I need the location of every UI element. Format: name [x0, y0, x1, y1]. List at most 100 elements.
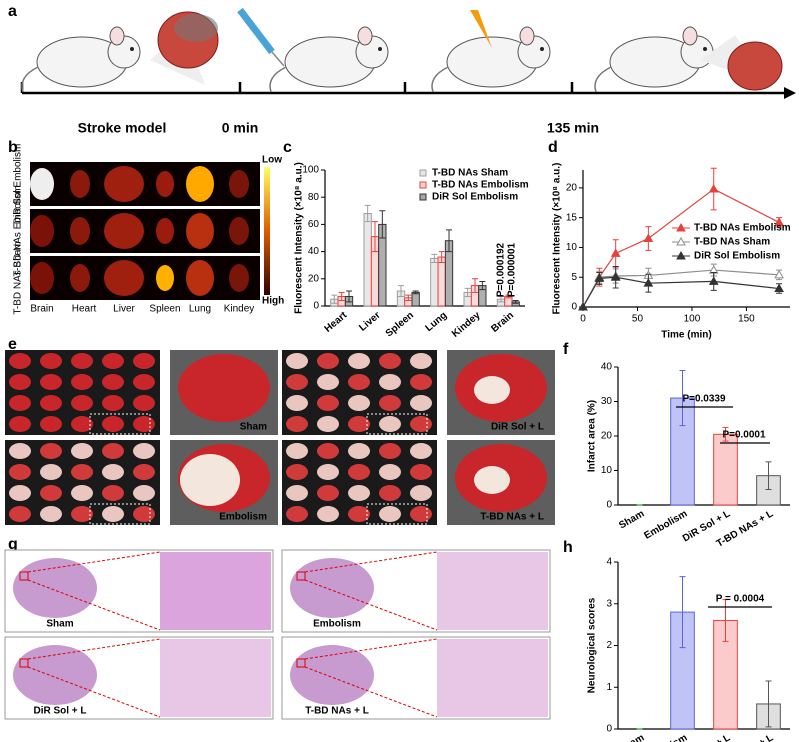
brain-shade	[174, 14, 218, 42]
error-bar	[364, 204, 371, 223]
ivis-image	[30, 256, 260, 300]
annotation: P=0.0001	[722, 430, 766, 441]
brain-slice	[379, 416, 401, 432]
brain-slice	[71, 464, 93, 480]
legend-label: T-BD NAs Sham	[432, 168, 508, 179]
brain-slice	[379, 464, 401, 480]
legend-swatch	[419, 193, 427, 201]
error-bar	[505, 294, 512, 299]
organ-signal	[229, 264, 249, 292]
brain-slice	[102, 416, 124, 432]
syringe	[237, 7, 275, 55]
point	[610, 248, 621, 257]
point	[774, 283, 784, 293]
zoom-box	[89, 503, 151, 525]
point	[610, 272, 621, 281]
x-tick-label: Sham	[617, 732, 646, 742]
legend-label: T-BD NAs Embolism	[432, 180, 529, 191]
he-section	[13, 645, 97, 705]
point	[578, 301, 588, 311]
ivis-image	[30, 209, 260, 253]
timeline-arrow	[784, 87, 796, 99]
he-section	[290, 558, 374, 618]
brain-slice	[40, 464, 62, 480]
brain-slice	[286, 374, 308, 390]
brain-slice	[40, 395, 62, 411]
panel-letter: g	[8, 536, 18, 553]
error-bar	[412, 290, 419, 295]
brain-slice	[71, 443, 93, 459]
ttc-label: Sham	[240, 422, 267, 433]
legend-label: DiR Sol Embolism	[432, 192, 518, 203]
error-bar	[446, 229, 452, 253]
brain-slice	[348, 374, 370, 390]
brain-slice	[286, 464, 308, 480]
point	[643, 278, 654, 287]
organ-label: Lung	[189, 304, 211, 315]
legend-label: T-BD NAs Sham	[694, 237, 770, 248]
zoom-slice	[178, 354, 270, 422]
he-zoom	[160, 639, 271, 717]
error-bar	[398, 285, 404, 297]
error-bar	[765, 680, 772, 728]
brain-slice	[348, 485, 370, 501]
error-bar	[479, 281, 486, 291]
organ-label: Liver	[113, 304, 135, 315]
point	[774, 269, 784, 279]
y-tick-label: 5	[571, 272, 577, 283]
annotation: P=0.000192	[496, 242, 507, 297]
brain-slice	[40, 506, 62, 522]
y-tick-label: 20	[308, 273, 320, 284]
brain-slice	[286, 416, 308, 432]
x-tick-label: 0	[580, 314, 586, 325]
brain-slice	[379, 485, 401, 501]
y-tick-label: 0	[313, 301, 319, 312]
y-tick-label: 40	[308, 246, 320, 257]
legend-swatch	[419, 181, 427, 189]
legend-swatch	[419, 169, 427, 177]
brain-slice	[71, 353, 93, 369]
y-tick-label: 0	[571, 302, 577, 313]
brain-slice	[410, 395, 432, 411]
timeline-label: 135 min	[547, 120, 599, 136]
y-axis-label: Infarct area (%)	[587, 400, 598, 472]
he-section	[13, 558, 97, 618]
brain-slice	[133, 416, 155, 432]
error-bar	[431, 253, 438, 263]
y-tick-label: 20	[601, 431, 613, 442]
brain-slice	[317, 395, 339, 411]
needle	[271, 51, 285, 67]
brain-slice	[133, 353, 155, 369]
bar	[437, 256, 446, 307]
organ-label: Heart	[72, 304, 97, 315]
y-axis-label: Neurological scores	[587, 597, 598, 693]
brain-slice	[40, 416, 62, 432]
organ-label: Kindey	[224, 304, 255, 315]
mouse-eye	[130, 47, 134, 51]
x-tick-label: Sham	[617, 508, 646, 531]
brain-slice	[348, 395, 370, 411]
brain-slice	[286, 353, 308, 369]
brain-slice	[9, 395, 31, 411]
he-roi	[19, 571, 29, 581]
panel-letter: b	[8, 139, 18, 156]
organ-signal	[229, 217, 249, 245]
he-section	[290, 645, 374, 705]
organ-signal	[30, 215, 54, 247]
brain-slice	[71, 506, 93, 522]
brain-slice	[40, 374, 62, 390]
point	[708, 184, 719, 193]
point	[708, 276, 719, 285]
error-bar	[498, 295, 504, 303]
x-tick-label: 150	[738, 314, 755, 325]
error-bar	[346, 290, 352, 303]
panel-letter: f	[563, 341, 569, 358]
error-bar	[379, 210, 386, 239]
roi-line	[27, 551, 161, 573]
brain-slice	[410, 353, 432, 369]
mouse-tail	[431, 66, 449, 93]
mouse-tail	[594, 66, 612, 93]
roi-line	[304, 551, 438, 573]
he-roi	[296, 571, 306, 581]
organ-signal	[70, 217, 90, 245]
